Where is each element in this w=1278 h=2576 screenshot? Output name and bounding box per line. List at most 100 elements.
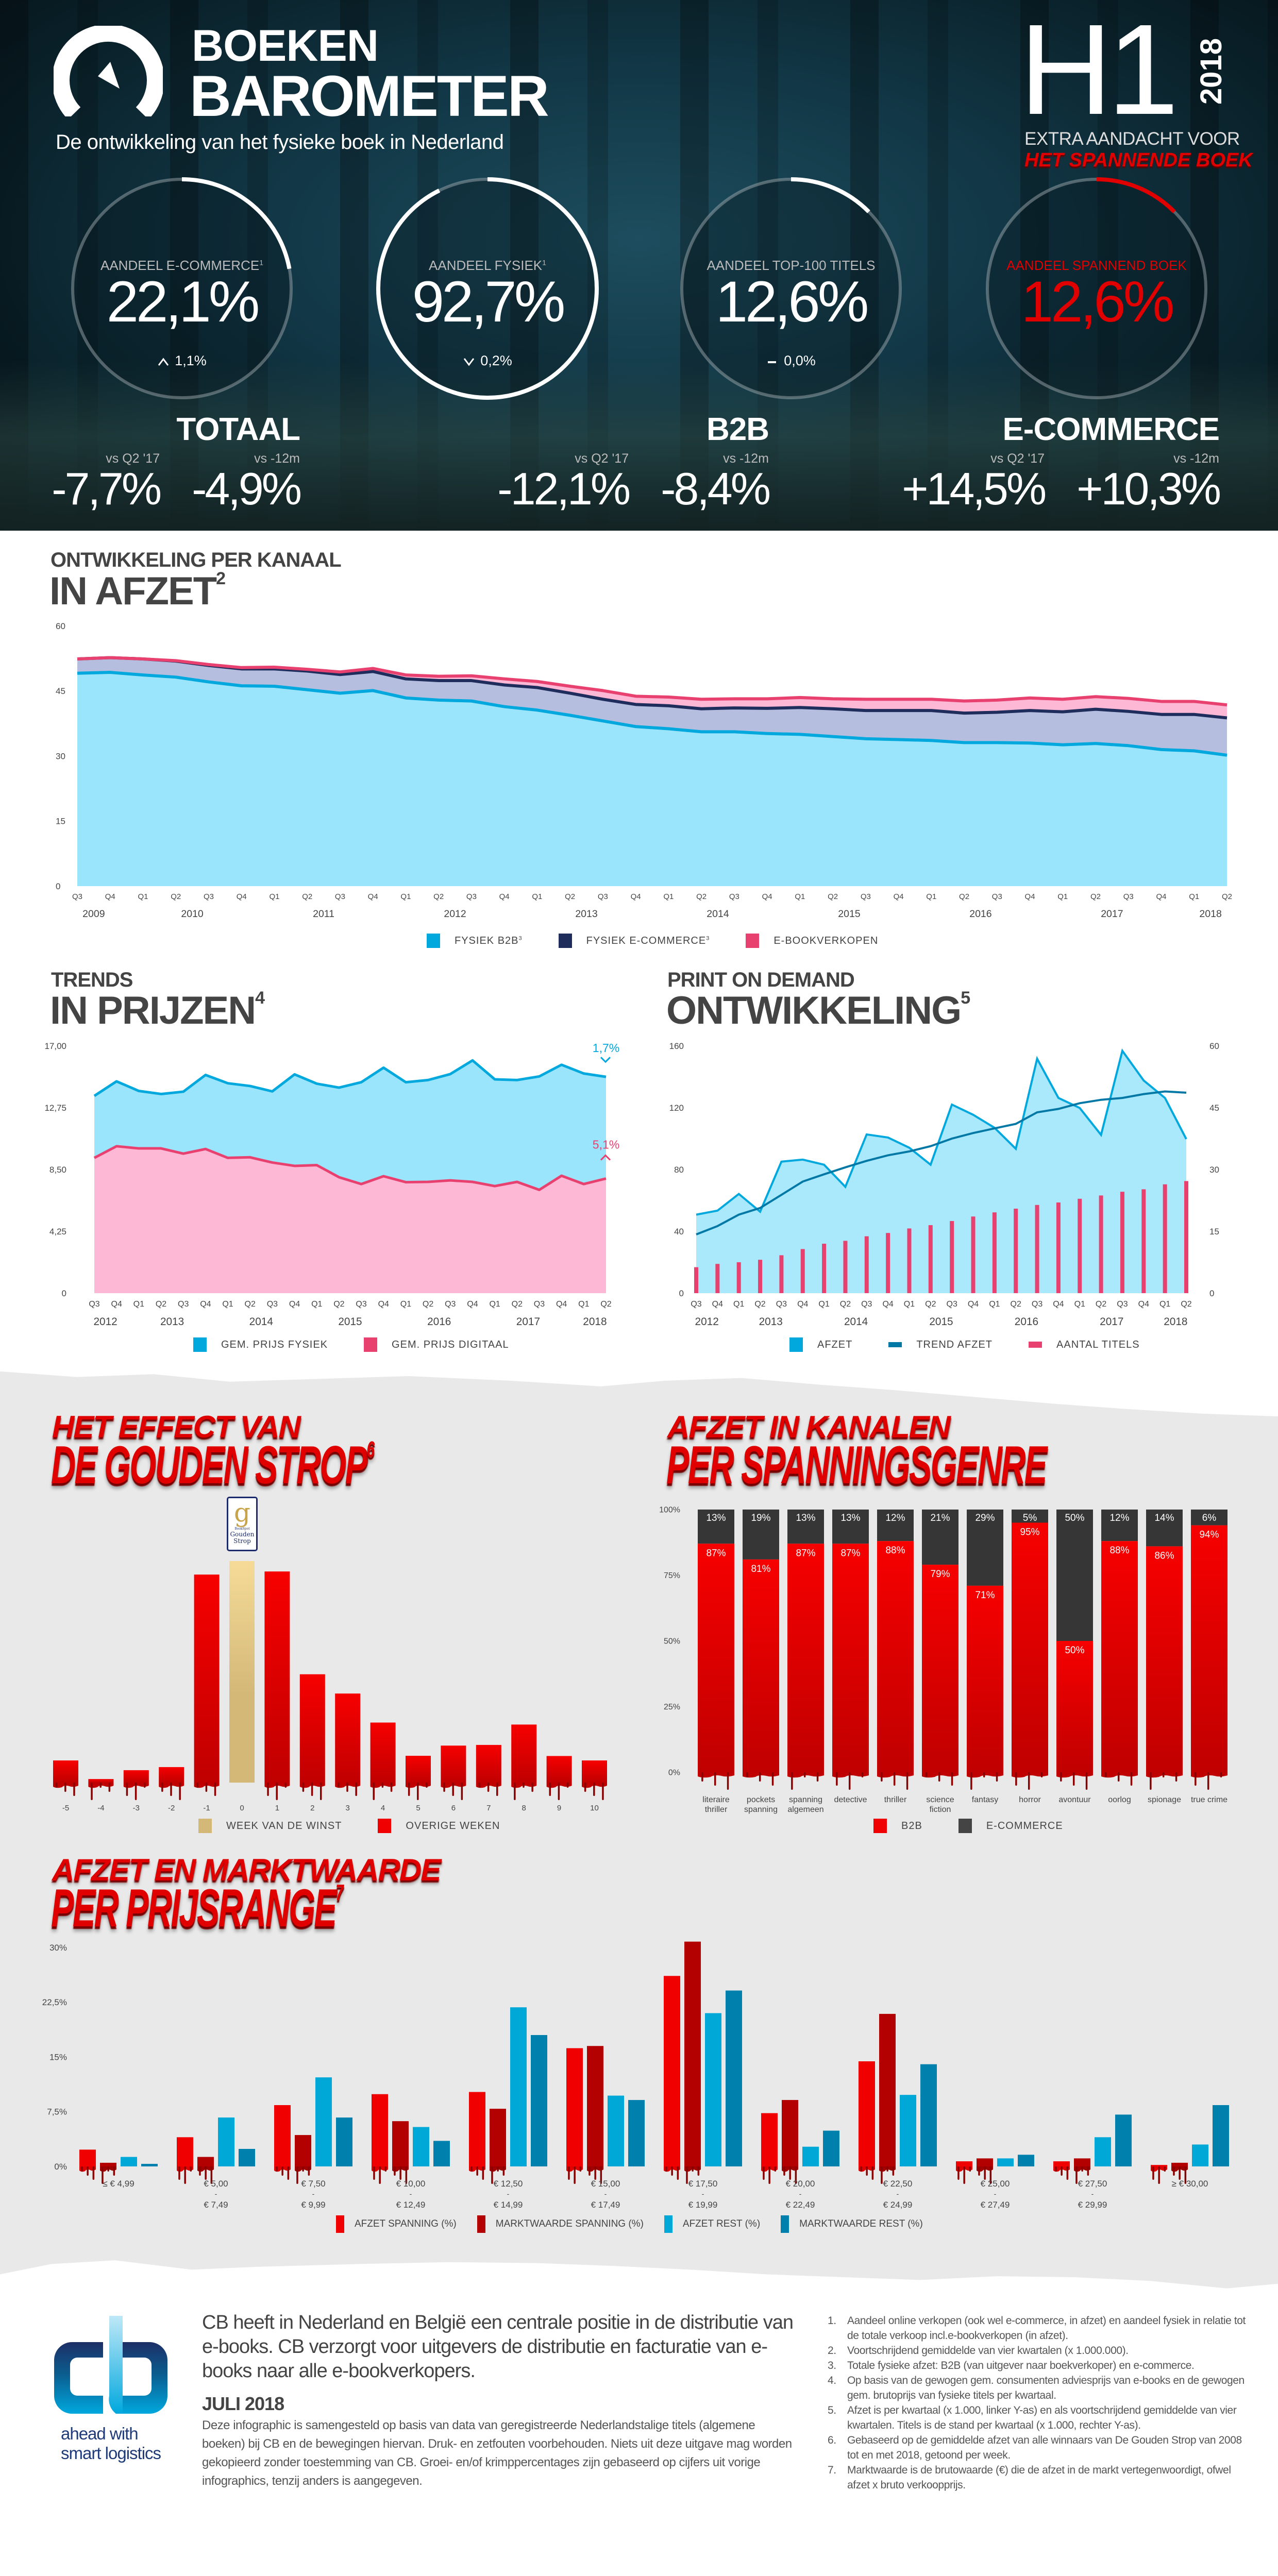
x-tick-label: Q4 — [1138, 1300, 1149, 1309]
y-tick-label: 15% — [49, 2052, 67, 2062]
x-tick-label: Q1 — [400, 1300, 411, 1309]
data-label-ecommerce: 14% — [1154, 1513, 1174, 1523]
section-kanaal-kicker: ONTWIKKELING PER KANAAL — [51, 549, 342, 571]
blood-drip — [461, 1783, 463, 1800]
x-tick-label: Q4 — [237, 892, 247, 901]
blood-drip — [73, 1783, 75, 1796]
blood-drip — [287, 2166, 290, 2180]
bar-aantal-titels — [1184, 1181, 1188, 1293]
x-tick-label: -5 — [62, 1804, 69, 1812]
x-tick-label: Q2 — [828, 892, 838, 901]
bar-aantal-titels — [736, 1262, 741, 1293]
x-tick-label: Q2 — [156, 1300, 166, 1309]
kpi-change: 0,0% — [678, 353, 904, 369]
area-fysiek-b2b — [77, 672, 1227, 886]
blood-drip — [1173, 2166, 1175, 2176]
bar-aantal-titels — [992, 1212, 997, 1293]
x-tick-label: thriller — [705, 1805, 728, 1814]
blood-drip — [795, 2166, 797, 2184]
legend-item-fysiek: GEM. PRIJS FYSIEK — [193, 1337, 328, 1352]
bar-ecommerce — [698, 1510, 734, 1544]
footnote-text: Afzet is per kwartaal (x 1.000, linker Y… — [847, 2404, 1237, 2431]
blood-drip — [871, 2166, 874, 2180]
y-tick-label: 30 — [1209, 1165, 1219, 1175]
x-tick-label: Q1 — [311, 1300, 322, 1309]
series-line-afzet — [696, 1048, 1187, 1216]
x-tick-label: Q1 — [926, 892, 936, 901]
legend-label: OVERIGE WEKEN — [406, 1820, 500, 1832]
blood-drip — [1117, 1772, 1120, 1782]
kpi-ring — [680, 177, 902, 400]
bar-overige-week — [299, 1674, 325, 1783]
vs-label: vs Q2 '17 — [990, 451, 1045, 466]
cb-tagline: ahead with smart logistics — [61, 2424, 161, 2463]
x-tick-label: true crime — [1191, 1795, 1227, 1804]
data-label-ecommerce: 50% — [1065, 1513, 1084, 1523]
footnote-item: 4. Op basis van de gewogen gem. consument… — [828, 2373, 1250, 2403]
blood-drip — [938, 1772, 940, 1782]
x-tick-label: fiction — [930, 1805, 951, 1814]
blood-drip — [1158, 2166, 1160, 2184]
legend-swatch — [477, 2215, 485, 2233]
x-tick-label: € 19,99 — [688, 2200, 718, 2210]
blood-drip — [861, 1772, 864, 1777]
bar-marktwaarde-rest — [1115, 2114, 1132, 2166]
bar-ecommerce — [1146, 1510, 1183, 1547]
blood-drip — [346, 1783, 348, 1792]
y-tick-label: 15 — [56, 817, 65, 826]
bar-marktwaarde-rest — [726, 1990, 742, 2166]
vs-label: vs -12m — [1173, 451, 1219, 466]
legend-label: MARKTWAARDE REST (%) — [799, 2218, 923, 2229]
ring-share-arc — [376, 177, 599, 400]
totals-ecommerce: E-COMMERCE vs Q2 '17 +14,5% vs -12m +10,3% — [902, 412, 1221, 512]
y-tick-label: 0 — [62, 1289, 66, 1298]
kpi-top100: AANDEEL TOP-100 TITELS 12,6% 0,0% — [678, 175, 904, 402]
about-cb-text: CB heeft in Nederland en België een cent… — [202, 2312, 794, 2382]
bar-ecommerce — [967, 1510, 1003, 1586]
kpi-ring — [71, 177, 293, 400]
x-tick-label: Q1 — [269, 892, 279, 901]
blood-drip — [1028, 1772, 1030, 1790]
x-tick-label: 8 — [522, 1804, 526, 1812]
area-afzet — [696, 1050, 1186, 1293]
blood-drip — [1207, 1772, 1209, 1790]
bar-overige-week — [159, 1767, 184, 1783]
legend-label: E-COMMERCE — [986, 1820, 1063, 1832]
x-tick-label: Q3 — [204, 892, 214, 901]
x-tick-label: Q3 — [356, 1300, 366, 1309]
y-tick-label: 22,5% — [42, 1997, 67, 2007]
blood-drip — [502, 2166, 505, 2176]
kpi-change: 0,2% — [374, 353, 601, 369]
blood-drip — [1162, 1772, 1165, 1777]
bar-overige-week — [476, 1744, 501, 1783]
x-tick-label: Q1 — [1074, 1300, 1085, 1309]
blood-drip — [727, 1772, 729, 1790]
x-tick-label: Q4 — [762, 892, 772, 901]
legend-swatch — [789, 1337, 803, 1352]
x-tick-label: Q3 — [776, 1300, 787, 1309]
x-tick-label: literaire — [702, 1795, 730, 1804]
footnote-ref: 1 — [259, 258, 263, 267]
blood-drip — [579, 2166, 582, 2172]
blood-drip — [558, 1783, 560, 1800]
legend-label: WEEK VAN DE WINST — [226, 1820, 342, 1832]
blood-drip — [1175, 1772, 1178, 1782]
x-tick-label: Q4 — [378, 1300, 389, 1309]
x-tick-label: Q2 — [754, 1300, 765, 1309]
bar-afzet-spanning — [177, 2137, 193, 2166]
bar-overige-week — [264, 1571, 290, 1783]
bar-ecommerce — [743, 1510, 779, 1560]
blood-drip — [970, 1772, 972, 1790]
section-kanaal-title: IN AFZET2 — [49, 570, 226, 611]
blood-drip — [379, 2166, 381, 2184]
bar-b2b — [698, 1544, 734, 1772]
blood-drip — [1220, 1772, 1222, 1777]
kpi-value: 12,6% — [1021, 269, 1175, 334]
blood-drip — [584, 1783, 586, 1792]
x-tick-label: Q1 — [532, 892, 542, 901]
legend-item-overige-weken: OVERIGE WEKEN — [378, 1819, 500, 1833]
section-pod-kicker: PRINT ON DEMAND — [667, 969, 855, 991]
y-tick-label: 8,50 — [49, 1165, 66, 1175]
bar-overige-week — [406, 1755, 431, 1783]
footnote-number: 5. — [828, 2404, 836, 2416]
